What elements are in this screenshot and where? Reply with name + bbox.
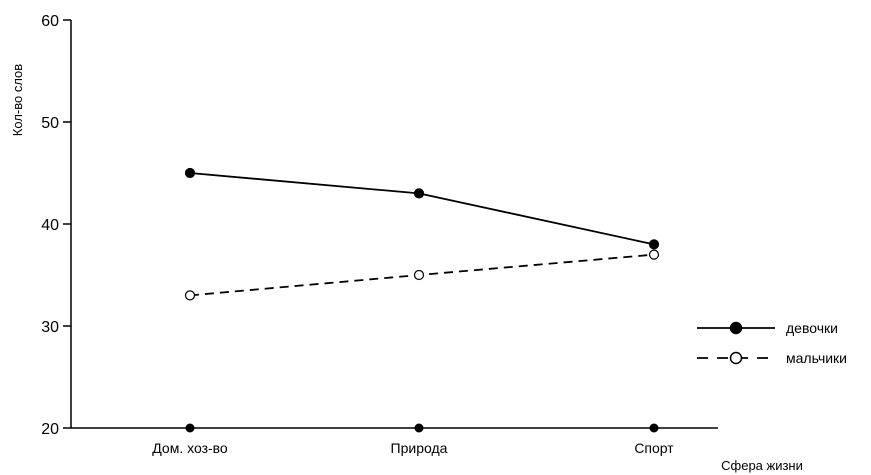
x-category-label: Дом. хоз-во <box>152 440 228 456</box>
series-layer <box>184 167 660 301</box>
category-labels: Дом. хоз-во Природа Спорт <box>152 440 674 456</box>
legend-marker-1 <box>729 321 743 335</box>
baseline-markers <box>185 423 659 433</box>
y-ticks: 20 30 40 50 60 <box>41 13 71 438</box>
legend: девочки мальчики <box>697 320 847 366</box>
series-2-point <box>648 249 660 260</box>
y-tick-label: 60 <box>41 13 59 30</box>
y-tick-label: 40 <box>41 217 59 234</box>
series-1-point <box>648 239 660 250</box>
legend-marker-2 <box>729 351 743 365</box>
x-category-label: Природа <box>391 440 448 456</box>
baseline-point <box>414 423 424 433</box>
series-1-point <box>413 188 425 199</box>
y-tick-label: 30 <box>41 319 59 336</box>
y-tick-label: 50 <box>41 115 59 132</box>
series-line-1 <box>189 172 655 246</box>
legend-label-1: девочки <box>786 320 838 336</box>
series-1-point <box>184 167 196 179</box>
baseline-point <box>185 423 195 433</box>
y-tick-label: 20 <box>41 421 59 438</box>
x-axis-title: Сфера жизни <box>721 458 803 473</box>
x-category-label: Спорт <box>634 440 674 456</box>
baseline-point <box>649 423 659 433</box>
y-axis-title: Кол-во слов <box>10 64 25 136</box>
series-2-point <box>184 290 196 301</box>
legend-label-2: мальчики <box>786 350 847 366</box>
series-2-point <box>413 269 425 281</box>
